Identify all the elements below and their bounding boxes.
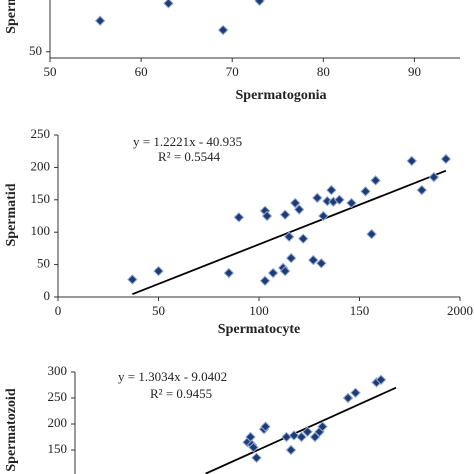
point (251, 452, 262, 464)
y-tick-label: 0 (44, 288, 51, 303)
x-tick-label: 2000 (447, 303, 473, 318)
x-tick-label: 150 (350, 303, 370, 318)
point (94, 15, 106, 26)
point (254, 0, 265, 7)
trendline (205, 386, 397, 474)
x-axis-label: Spermatogonia (236, 88, 327, 103)
point (428, 171, 440, 183)
point (261, 210, 273, 222)
y-axis-label: Spermatozoid (4, 388, 19, 471)
y-tick-label: 250 (31, 126, 51, 141)
point (248, 442, 259, 453)
point (416, 184, 428, 196)
equation: y = 1.3034x - 9.0402 (118, 369, 227, 384)
x-tick-label: 60 (135, 64, 148, 79)
point (302, 426, 313, 438)
point (308, 254, 319, 266)
y-tick-label: 200 (31, 158, 51, 173)
y-tick-label: 50 (37, 256, 50, 271)
point (350, 387, 361, 399)
point (279, 209, 291, 220)
y-axis-label: Spermatid (4, 183, 19, 246)
point (267, 267, 279, 279)
point (298, 233, 309, 244)
point (217, 24, 229, 36)
point (293, 204, 305, 215)
point (279, 265, 291, 277)
point (440, 153, 452, 165)
point (260, 421, 271, 432)
y-tick-label: 250 (48, 389, 68, 404)
point (370, 175, 381, 186)
point (375, 374, 387, 386)
point (406, 155, 417, 167)
x-axis-label: Spermatocyte (218, 322, 300, 337)
point (289, 197, 301, 209)
y-tick-label: 150 (31, 191, 51, 206)
y-tick-label: 100 (31, 223, 51, 238)
x-tick-label: 100 (249, 303, 269, 318)
r-squared: R² = 0.5544 (158, 149, 221, 164)
x-tick-label: 80 (317, 64, 330, 79)
point (312, 192, 323, 204)
point (223, 267, 235, 279)
x-tick-label: 90 (408, 64, 421, 79)
point (281, 431, 292, 443)
point (346, 197, 357, 209)
x-tick-label: 50 (44, 64, 57, 79)
point (127, 274, 138, 285)
point (326, 184, 337, 196)
y-tick-label: 50 (29, 43, 42, 58)
point (360, 186, 371, 197)
x-tick-label: 50 (152, 303, 165, 318)
x-tick-label: 0 (55, 303, 62, 318)
point (366, 228, 377, 240)
point (288, 430, 300, 441)
y-tick-label: 200 (48, 415, 68, 430)
point (259, 275, 271, 287)
point (334, 194, 345, 206)
point (163, 0, 174, 9)
point (283, 231, 295, 242)
y-tick-label: 150 (48, 441, 68, 456)
x-tick-label: 70 (226, 64, 239, 79)
point (285, 252, 297, 264)
r-squared: R² = 0.9455 (150, 386, 212, 401)
point (318, 210, 329, 222)
point (296, 431, 307, 443)
point (342, 392, 354, 404)
point (317, 421, 328, 432)
y-axis-label: Sperm (4, 0, 19, 34)
y-tick-label: 300 (48, 363, 68, 378)
point (285, 444, 297, 456)
point (316, 258, 327, 269)
equation: y = 1.2221x - 40.935 (133, 134, 242, 149)
point (233, 212, 245, 223)
point (153, 265, 164, 277)
